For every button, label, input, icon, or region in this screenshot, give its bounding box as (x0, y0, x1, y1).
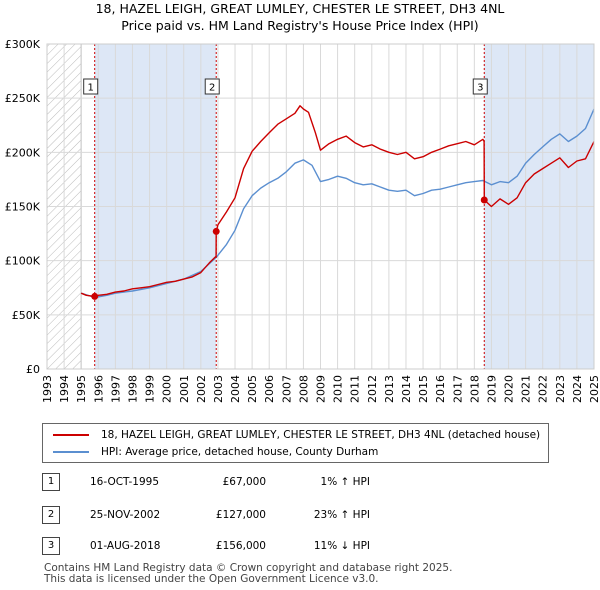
y-tick-label: £200K (5, 146, 41, 159)
y-tick-label: £150K (5, 201, 41, 214)
x-tick-label: 2012 (366, 375, 379, 403)
y-tick-label: £300K (5, 38, 41, 51)
x-tick-label: 1995 (75, 375, 88, 403)
x-tick-label: 2014 (400, 375, 413, 403)
x-tick-label: 1997 (109, 375, 122, 403)
x-tick-label: 2025 (588, 375, 600, 403)
sale-date: 25-NOV-2002 (90, 509, 161, 521)
sale-marker-label: 2 (209, 83, 215, 94)
legend-swatch-hpi (53, 451, 89, 453)
sale-price: £127,000 (215, 509, 266, 521)
price-chart: 1 2 3 £0 £50K £100K £150K £200K £250K £300K 1993 1… (5, 38, 600, 403)
sale-hpi-change: 23% ↑ HPI (313, 509, 370, 521)
x-tick-label: 2011 (349, 375, 362, 403)
sale-number-badge: 1 (42, 473, 60, 491)
x-tick-label: 2013 (383, 375, 396, 403)
sale-date: 01-AUG-2018 (90, 540, 161, 552)
x-tick-label: 2005 (246, 375, 259, 403)
y-tick-label: £100K (5, 255, 41, 268)
sale-number-badge: 2 (42, 506, 60, 524)
legend: 18, HAZEL LEIGH, GREAT LUMLEY, CHESTER L… (42, 423, 549, 463)
x-tick-label: 1999 (144, 375, 157, 403)
sale-marker-label: 1 (88, 83, 94, 94)
sale-date: 16-OCT-1995 (90, 476, 159, 488)
sale-marker-label: 3 (477, 83, 483, 94)
x-tick-label: 2009 (315, 375, 328, 403)
y-tick-label: £50K (12, 309, 41, 322)
hpi-series-line (80, 108, 595, 299)
sale-hpi-change: 1% ↑ HPI (320, 476, 370, 488)
x-tick-label: 2003 (212, 375, 225, 403)
footer-licence: This data is licensed under the Open Gov… (44, 573, 379, 585)
x-tick-label: 2020 (503, 375, 516, 403)
x-tick-label: 1994 (58, 375, 71, 403)
x-tick-label: 2019 (485, 375, 498, 403)
sale-point (480, 196, 488, 204)
x-tick-label: 2000 (161, 375, 174, 403)
y-tick-label: £0 (26, 363, 40, 376)
sale-price: £156,000 (215, 540, 266, 552)
sale-price: £67,000 (222, 476, 266, 488)
x-tick-label: 2018 (468, 375, 481, 403)
x-tick-label: 2024 (571, 375, 584, 403)
sale-hpi-change: 11% ↓ HPI (313, 540, 370, 552)
x-tick-label: 2002 (195, 375, 208, 403)
sale-marker-box (204, 78, 220, 95)
x-tick-label: 2015 (417, 375, 430, 403)
x-tick-label: 1998 (126, 375, 139, 403)
x-tick-label: 2022 (537, 375, 550, 403)
footer-copyright: Contains HM Land Registry data © Crown c… (44, 562, 453, 574)
x-tick-label: 2016 (434, 375, 447, 403)
chart-title-line2: Price paid vs. HM Land Registry's House … (121, 18, 479, 33)
chart-title-line1: 18, HAZEL LEIGH, GREAT LUMLEY, CHESTER L… (95, 1, 505, 16)
sale-row: 1 16-OCT-1995 £67,000 1% ↑ HPI (42, 473, 402, 491)
x-tick-label: 1996 (92, 375, 105, 403)
sale-row: 2 25-NOV-2002 £127,000 23% ↑ HPI (42, 506, 402, 524)
x-tick-label: 2017 (451, 375, 464, 403)
sale-row: 3 01-AUG-2018 £156,000 11% ↓ HPI (42, 537, 402, 555)
sale-marker-box (83, 78, 99, 95)
x-tick-label: 2004 (229, 375, 242, 403)
x-tick-label: 2001 (178, 375, 191, 403)
property-series-line (80, 105, 595, 298)
sale-marker-box (472, 78, 488, 95)
legend-label-property: 18, HAZEL LEIGH, GREAT LUMLEY, CHESTER L… (101, 429, 541, 441)
x-tick-label: 1993 (41, 375, 54, 403)
y-tick-label: £250K (5, 92, 41, 105)
sale-number-badge: 3 (42, 537, 60, 555)
x-tick-label: 2008 (297, 375, 310, 403)
sale-point (91, 292, 99, 300)
sale-point (212, 227, 220, 235)
plot-border (46, 43, 595, 370)
x-tick-label: 2006 (263, 375, 276, 403)
x-tick-label: 2021 (520, 375, 533, 403)
legend-label-hpi: HPI: Average price, detached house, Coun… (101, 446, 379, 458)
x-tick-label: 2023 (554, 375, 567, 403)
x-tick-label: 2010 (332, 375, 345, 403)
x-tick-label: 2007 (280, 375, 293, 403)
legend-swatch-property (53, 434, 89, 436)
